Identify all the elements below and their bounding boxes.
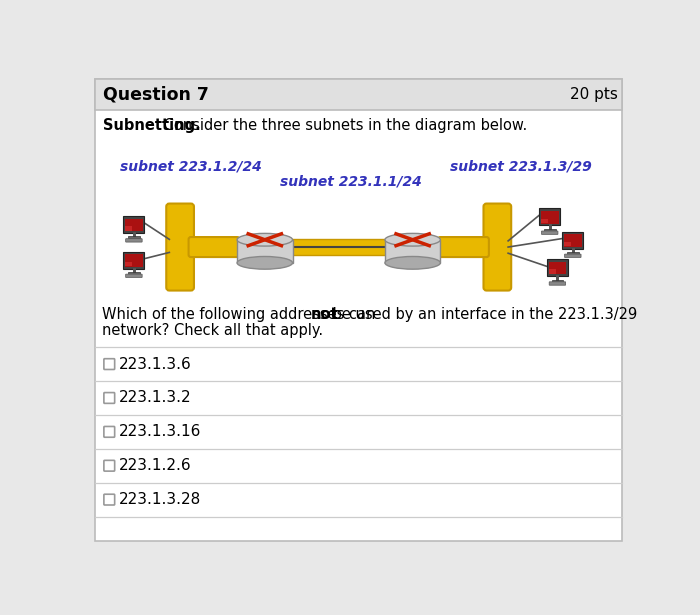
Text: not: not bbox=[311, 308, 339, 322]
Text: 223.1.2.6: 223.1.2.6 bbox=[119, 458, 192, 473]
Bar bbox=[125, 261, 132, 266]
Bar bbox=[123, 252, 144, 269]
Text: subnet 223.1.2/24: subnet 223.1.2/24 bbox=[120, 159, 262, 173]
Bar bbox=[237, 240, 293, 263]
FancyBboxPatch shape bbox=[542, 231, 558, 234]
FancyBboxPatch shape bbox=[550, 282, 566, 285]
Bar bbox=[562, 232, 583, 248]
Text: Subnetting.: Subnetting. bbox=[103, 118, 201, 133]
Bar bbox=[541, 211, 559, 223]
Bar bbox=[567, 252, 579, 254]
FancyBboxPatch shape bbox=[565, 254, 581, 258]
Bar bbox=[544, 229, 556, 231]
FancyBboxPatch shape bbox=[167, 204, 194, 290]
FancyBboxPatch shape bbox=[104, 426, 115, 437]
Bar bbox=[385, 240, 440, 263]
Bar bbox=[564, 234, 582, 247]
FancyBboxPatch shape bbox=[438, 237, 489, 257]
Bar bbox=[274, 239, 409, 255]
Bar bbox=[541, 218, 548, 223]
Text: Which of the following addresses can: Which of the following addresses can bbox=[102, 308, 379, 322]
Bar bbox=[549, 269, 556, 274]
FancyBboxPatch shape bbox=[126, 274, 142, 277]
Bar bbox=[549, 262, 566, 274]
Bar bbox=[128, 272, 140, 274]
Bar bbox=[128, 236, 140, 239]
Bar bbox=[547, 260, 568, 276]
Bar bbox=[125, 226, 132, 231]
Text: Question 7: Question 7 bbox=[103, 85, 209, 103]
FancyBboxPatch shape bbox=[484, 204, 511, 290]
Bar bbox=[123, 216, 144, 233]
Text: 20 pts: 20 pts bbox=[570, 87, 617, 102]
Bar bbox=[552, 280, 564, 282]
Bar bbox=[95, 79, 622, 110]
Bar bbox=[564, 242, 571, 246]
Ellipse shape bbox=[237, 233, 293, 246]
Text: 223.1.3.2: 223.1.3.2 bbox=[119, 391, 192, 405]
Text: Consider the three subnets in the diagram below.: Consider the three subnets in the diagra… bbox=[158, 118, 527, 133]
FancyBboxPatch shape bbox=[104, 359, 115, 370]
FancyBboxPatch shape bbox=[188, 237, 239, 257]
Text: 223.1.3.6: 223.1.3.6 bbox=[119, 357, 192, 371]
FancyBboxPatch shape bbox=[104, 392, 115, 403]
Text: network? Check all that apply.: network? Check all that apply. bbox=[102, 323, 323, 338]
Bar bbox=[125, 254, 143, 267]
Text: subnet 223.1.3/29: subnet 223.1.3/29 bbox=[449, 159, 592, 173]
Ellipse shape bbox=[237, 256, 293, 269]
Bar bbox=[125, 219, 143, 231]
FancyBboxPatch shape bbox=[104, 494, 115, 505]
Bar bbox=[539, 208, 560, 226]
FancyBboxPatch shape bbox=[126, 239, 142, 242]
Text: be used by an interface in the 223.1.3/29: be used by an interface in the 223.1.3/2… bbox=[328, 308, 637, 322]
Text: 223.1.3.28: 223.1.3.28 bbox=[119, 492, 202, 507]
Ellipse shape bbox=[385, 256, 440, 269]
Text: 223.1.3.16: 223.1.3.16 bbox=[119, 424, 202, 439]
Ellipse shape bbox=[385, 233, 440, 246]
FancyBboxPatch shape bbox=[104, 461, 115, 471]
Text: subnet 223.1.1/24: subnet 223.1.1/24 bbox=[280, 175, 422, 189]
